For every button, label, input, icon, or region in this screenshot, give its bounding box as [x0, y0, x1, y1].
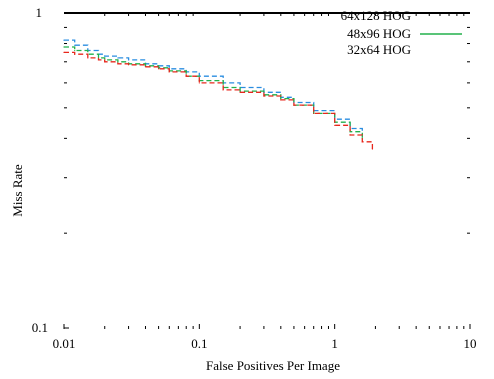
data-point [334, 124, 336, 126]
data-point [349, 134, 351, 136]
data-point [63, 39, 65, 41]
x-tick-label: 1 [331, 336, 338, 351]
data-point [280, 97, 282, 100]
legend-label: 64x128 HOG [341, 8, 411, 23]
y-tick-label: 0.1 [32, 320, 48, 335]
data-point [144, 66, 147, 68]
series-layer [63, 39, 374, 150]
series-line [64, 39, 363, 135]
data-point [239, 90, 241, 92]
data-point [371, 148, 373, 150]
data-point [117, 57, 119, 59]
data-point [349, 131, 351, 133]
y-axis-label: Miss Rate [10, 164, 25, 217]
series-2 [63, 46, 363, 139]
data-point [239, 91, 241, 93]
data-point [157, 67, 160, 69]
data-point [74, 49, 76, 52]
axis-ticks: 0.01 0.1 1 10 0.1 1 [32, 5, 477, 351]
data-point [97, 59, 100, 61]
y-tick-label: 1 [36, 5, 43, 20]
x-axis-label: False Positives Per Image [206, 358, 340, 373]
data-point [293, 104, 295, 106]
data-point [157, 68, 160, 70]
x-tick-label: 0.1 [191, 336, 207, 351]
data-point [104, 55, 106, 57]
data-point [313, 112, 315, 115]
data-point [87, 57, 89, 59]
series-1 [63, 39, 363, 136]
data-point [361, 141, 363, 143]
series-3 [63, 51, 374, 150]
data-point [117, 61, 119, 63]
legend-label: 48x96 HOG [347, 26, 411, 41]
x-tick-label: 10 [464, 336, 477, 351]
data-point [168, 71, 170, 73]
data-point [63, 46, 65, 48]
data-point [144, 65, 147, 67]
data-point [222, 89, 224, 91]
x-tick-label: 0.01 [53, 336, 76, 351]
data-point [185, 75, 187, 77]
data-point [63, 51, 65, 53]
data-point [127, 59, 130, 61]
data-point [104, 61, 106, 63]
series-line [64, 51, 374, 149]
data-point [74, 44, 76, 46]
data-point [280, 99, 282, 101]
data-point [198, 82, 200, 84]
series-line [64, 46, 363, 139]
data-point [117, 63, 119, 65]
legend-label: 32x64 HOG [347, 42, 411, 57]
data-point [263, 95, 265, 97]
data-point [127, 64, 130, 66]
data-point [74, 53, 76, 55]
